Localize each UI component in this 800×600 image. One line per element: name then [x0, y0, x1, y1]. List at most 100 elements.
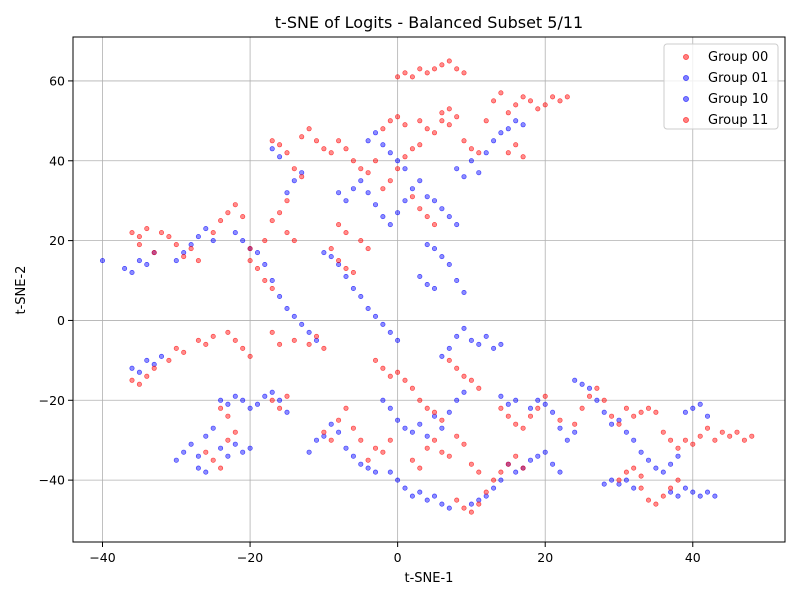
data-point-blue	[513, 397, 519, 403]
data-point-red	[513, 142, 519, 148]
data-point-blue	[173, 457, 179, 463]
data-point-blue	[232, 230, 238, 236]
data-point-red	[431, 409, 437, 415]
data-point-blue	[336, 261, 342, 267]
data-point-red	[461, 505, 467, 511]
data-point-red	[343, 405, 349, 411]
data-point-red	[542, 393, 548, 399]
data-point-red	[210, 457, 216, 463]
data-point-blue	[461, 325, 467, 331]
data-point-blue	[203, 469, 209, 475]
data-point-red	[284, 150, 290, 156]
data-point-blue	[372, 130, 378, 136]
data-point-blue	[195, 465, 201, 471]
data-point-red	[181, 254, 187, 260]
data-point-blue	[136, 369, 142, 375]
data-point-blue	[424, 242, 430, 248]
data-point-blue	[350, 453, 356, 459]
data-point-red	[380, 186, 386, 192]
data-point-red	[505, 150, 511, 156]
data-point-blue	[277, 154, 283, 160]
data-point-red	[513, 421, 519, 427]
data-point-red	[321, 146, 327, 152]
data-point-blue	[527, 457, 533, 463]
data-point-red	[336, 138, 342, 144]
data-point-blue	[159, 353, 165, 359]
data-point-red	[476, 385, 482, 391]
data-point-red	[653, 501, 659, 507]
data-point-red	[306, 126, 312, 132]
data-point-blue	[269, 389, 275, 395]
data-point-red	[513, 453, 519, 459]
data-point-red	[395, 369, 401, 375]
data-point-red	[631, 465, 637, 471]
data-point-red	[409, 457, 415, 463]
data-point-blue	[682, 409, 688, 415]
data-point-red	[431, 130, 437, 136]
data-point-red	[387, 437, 393, 443]
data-point-red	[232, 337, 238, 343]
data-point-red	[623, 405, 629, 411]
data-point-red	[269, 138, 275, 144]
data-point-red	[476, 501, 482, 507]
data-point-blue	[550, 409, 556, 415]
data-point-blue	[704, 413, 710, 419]
data-point-red	[195, 337, 201, 343]
data-point-blue	[387, 222, 393, 228]
data-point-red	[269, 285, 275, 291]
data-point-red	[498, 469, 504, 475]
data-point-blue	[313, 337, 319, 343]
data-point-red	[269, 397, 275, 403]
data-point-red	[682, 437, 688, 443]
data-point-blue	[431, 413, 437, 419]
data-point-red	[277, 405, 283, 411]
data-point-red	[690, 441, 696, 447]
data-point-blue	[616, 481, 622, 487]
data-point-red	[291, 337, 297, 343]
data-point-red	[336, 258, 342, 264]
data-point-blue	[225, 401, 231, 407]
data-point-red	[535, 106, 541, 112]
data-point-blue	[454, 333, 460, 339]
data-point-red	[247, 246, 253, 252]
data-point-blue	[601, 409, 607, 415]
data-point-blue	[402, 485, 408, 491]
data-point-red	[409, 194, 415, 200]
data-point-red	[749, 433, 755, 439]
data-point-blue	[409, 186, 415, 192]
data-point-red	[365, 170, 371, 176]
legend-marker-group-01	[683, 75, 689, 81]
data-point-blue	[380, 397, 386, 403]
data-point-red	[424, 445, 430, 451]
data-point-blue	[306, 329, 312, 335]
data-point-red	[483, 489, 489, 495]
data-point-red	[203, 341, 209, 347]
data-point-red	[409, 74, 415, 80]
data-point-red	[638, 485, 644, 491]
data-point-red	[262, 277, 268, 283]
data-point-red	[505, 413, 511, 419]
data-point-blue	[454, 166, 460, 172]
data-point-blue	[269, 277, 275, 283]
data-point-red	[668, 485, 674, 491]
data-point-red	[638, 409, 644, 415]
data-point-red	[255, 265, 261, 271]
x-axis-label: t-SNE-1	[405, 571, 454, 586]
data-point-red	[631, 413, 637, 419]
data-point-red	[727, 433, 733, 439]
data-point-red	[564, 94, 570, 100]
data-point-blue	[195, 234, 201, 240]
data-point-red	[284, 198, 290, 204]
data-point-blue	[122, 265, 128, 271]
data-point-red	[454, 66, 460, 72]
data-point-red	[520, 154, 526, 160]
data-point-red	[291, 238, 297, 244]
x-tick-label: 0	[394, 550, 402, 565]
data-point-red	[144, 226, 150, 232]
data-point-red	[380, 365, 386, 371]
data-point-blue	[520, 122, 526, 128]
data-point-red	[284, 230, 290, 236]
data-point-blue	[535, 397, 541, 403]
data-point-blue	[579, 381, 585, 387]
